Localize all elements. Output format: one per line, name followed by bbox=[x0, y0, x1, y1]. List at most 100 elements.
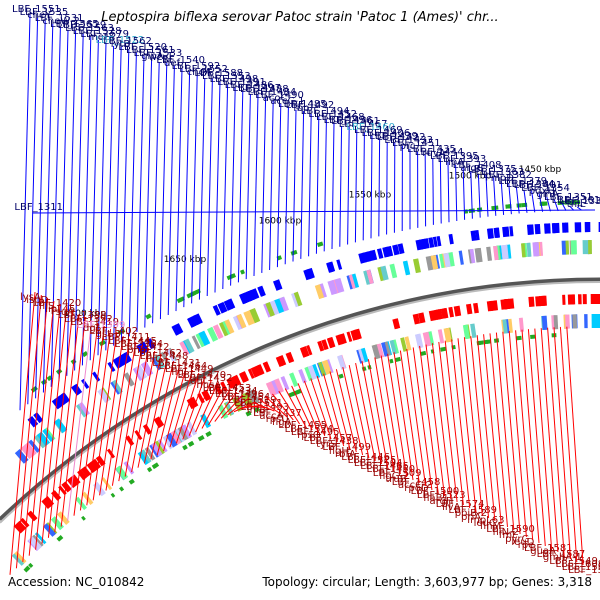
reverse-leader-line bbox=[451, 339, 471, 509]
forward-gene bbox=[502, 226, 510, 238]
marker-tick bbox=[56, 534, 64, 542]
forward-gene-label: cheA bbox=[187, 67, 212, 78]
reverse-gene bbox=[201, 389, 212, 402]
feature-block bbox=[93, 481, 106, 497]
reverse-gene-label: LBF_1462 bbox=[133, 348, 182, 359]
reverse-gene bbox=[321, 339, 329, 351]
forward-leader-line bbox=[362, 132, 365, 241]
reverse-gene-label: LBF_1411 bbox=[102, 332, 151, 343]
feature-block bbox=[462, 324, 470, 340]
reverse-gene-label: priA bbox=[461, 512, 481, 523]
reverse-gene-label: LBF_1449 bbox=[165, 364, 214, 375]
forward-leader-line bbox=[432, 157, 434, 225]
forward-leader-line bbox=[331, 122, 335, 250]
reverse-gene bbox=[142, 424, 152, 435]
forward-gene-label: wzy bbox=[149, 52, 168, 63]
marker-tick bbox=[119, 486, 125, 492]
reverse-leader-line bbox=[553, 327, 571, 560]
marker-tick bbox=[551, 333, 557, 338]
reverse-gene-label: pnp bbox=[127, 345, 146, 356]
reverse-gene-label: LBF_1574 bbox=[436, 499, 485, 510]
feature-block bbox=[14, 449, 29, 464]
forward-gene-label: LBF_1461 bbox=[331, 116, 380, 127]
forward-gene-label: lipA bbox=[445, 157, 464, 168]
feature-block bbox=[212, 324, 224, 340]
reverse-leader-line bbox=[534, 328, 553, 550]
marker-tick bbox=[338, 373, 344, 379]
forward-gene bbox=[488, 228, 493, 239]
reverse-gene-label: LBF_1458 bbox=[392, 477, 441, 488]
feature-block bbox=[298, 368, 307, 384]
reverse-leader-line bbox=[444, 340, 464, 506]
reverse-gene bbox=[504, 298, 511, 310]
feature-block bbox=[293, 291, 303, 307]
reverse-gene-label: LBF_1589 bbox=[448, 505, 497, 516]
feature-block bbox=[198, 330, 211, 346]
forward-gene-label: LBF_1561 bbox=[126, 45, 175, 56]
forward-gene bbox=[584, 222, 591, 233]
forward-gene bbox=[107, 361, 116, 372]
reverse-gene-label: LBF_1590 bbox=[486, 524, 535, 535]
reverse-gene-label: ispD bbox=[26, 295, 48, 306]
reverse-gene bbox=[577, 294, 582, 305]
reverse-leader-line bbox=[419, 345, 439, 494]
forward-gene-label: LBF_1529 bbox=[58, 20, 107, 31]
reverse-gene bbox=[540, 295, 547, 307]
feature-block bbox=[224, 319, 235, 334]
reverse-gene-label: LBF_1499 bbox=[322, 442, 371, 453]
forward-leader-line bbox=[206, 78, 213, 297]
reverse-gene-label: gmhA-1 bbox=[543, 552, 582, 563]
feature-block bbox=[381, 342, 388, 357]
forward-gene bbox=[249, 288, 260, 300]
forward-gene bbox=[544, 223, 551, 234]
reverse-leader-line bbox=[227, 397, 250, 416]
marker-tick bbox=[440, 346, 447, 352]
forward-leader-line bbox=[546, 196, 551, 212]
forward-gene-label: LBF_1467 bbox=[339, 119, 388, 130]
reverse-leader-line bbox=[22, 297, 49, 562]
feature-block bbox=[486, 246, 493, 262]
feature-block bbox=[588, 240, 592, 255]
feature-block bbox=[413, 258, 421, 274]
reverse-leader-line bbox=[361, 361, 382, 465]
reverse-leader-line bbox=[150, 360, 175, 460]
reverse-gene-label: LBF_1511 bbox=[234, 398, 283, 409]
forward-gene bbox=[370, 249, 378, 261]
reverse-leader-line bbox=[253, 402, 275, 412]
reverse-gene-label: tyrS bbox=[316, 439, 336, 450]
reverse-leader-line bbox=[220, 394, 244, 419]
forward-gene-label: LBF_1528 bbox=[73, 26, 122, 37]
forward-leader-line bbox=[58, 29, 69, 382]
feature-block bbox=[304, 366, 313, 382]
feature-block bbox=[582, 240, 590, 255]
reverse-leader-line bbox=[143, 357, 168, 464]
forward-leader-line bbox=[120, 49, 130, 341]
feature-block bbox=[289, 372, 299, 387]
feature-block bbox=[380, 265, 389, 281]
forward-leader-line bbox=[198, 77, 206, 300]
forward-leader-line bbox=[32, 209, 596, 214]
reverse-leader-line bbox=[489, 333, 508, 528]
forward-leader-line bbox=[128, 52, 137, 337]
forward-leader-line bbox=[74, 33, 84, 371]
reverse-gene bbox=[434, 309, 441, 321]
reverse-leader-line bbox=[406, 348, 427, 487]
reverse-gene-label: fmt bbox=[499, 530, 516, 541]
marker-tick bbox=[476, 340, 481, 346]
feature-block bbox=[279, 296, 289, 312]
forward-gene-label: prc bbox=[400, 141, 416, 152]
feature-block bbox=[169, 430, 182, 446]
marker-tick bbox=[128, 478, 135, 485]
forward-gene-label: thiL bbox=[567, 199, 586, 210]
reverse-gene bbox=[226, 377, 236, 389]
reverse-leader-line bbox=[259, 399, 281, 415]
forward-gene-label: LBF_1456 bbox=[324, 115, 373, 126]
reverse-gene-label: LBF_1549 bbox=[549, 556, 598, 567]
feature-block bbox=[375, 343, 385, 359]
reverse-gene-label: flhM bbox=[480, 521, 501, 532]
forward-gene bbox=[273, 279, 283, 291]
reverse-gene bbox=[106, 448, 116, 459]
reverse-gene bbox=[528, 296, 535, 307]
reverse-leader-line bbox=[60, 316, 86, 527]
forward-leader-line bbox=[230, 87, 236, 286]
